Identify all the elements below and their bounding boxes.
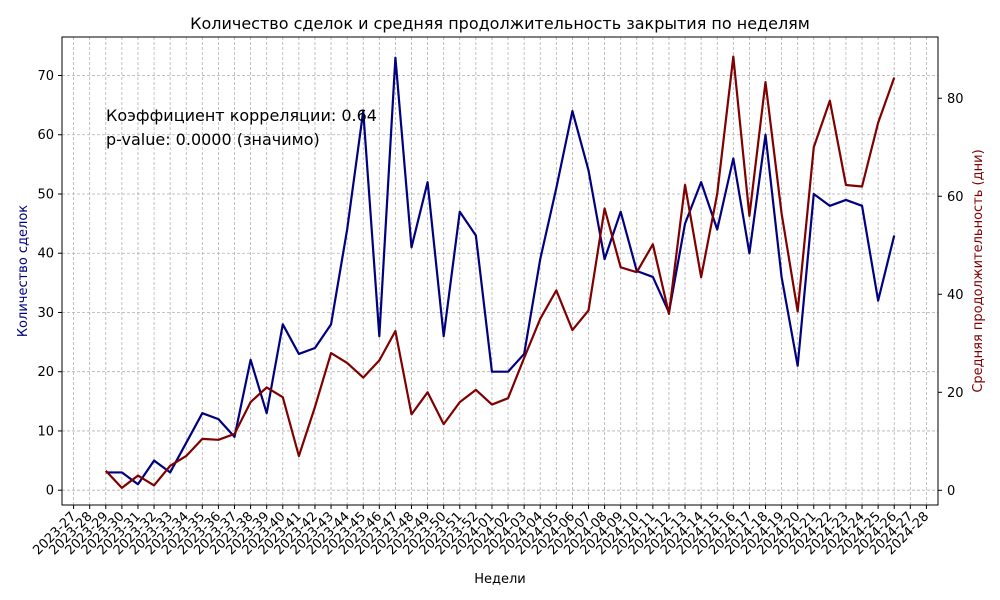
x-axis-label: Недели — [474, 572, 526, 587]
correlation-annotation: Коэффициент корреляции: 0.64 — [106, 106, 377, 125]
y-right-tick-label: 20 — [947, 386, 964, 401]
y-left-tick-label: 40 — [37, 247, 54, 262]
y-left-tick-label: 10 — [37, 424, 54, 439]
y-left-tick-label: 60 — [37, 128, 54, 143]
y-right-tick-label: 40 — [947, 288, 964, 303]
y-left-tick-label: 50 — [37, 187, 54, 202]
plot-series — [104, 55, 896, 489]
deals-count-line — [105, 56, 896, 486]
plot-frame — [61, 36, 939, 506]
y-left-tick-label: 0 — [46, 484, 54, 499]
y-left-tick-label: 20 — [37, 365, 54, 380]
p-value-annotation: p-value: 0.0000 (значимо) — [106, 130, 320, 149]
y-axis-left: 0 10 20 30 40 50 60 70 — [37, 69, 62, 499]
y-left-tick-label: 30 — [37, 306, 54, 321]
x-axis: 2023-272023-282023-292023-302023-312023-… — [30, 505, 932, 558]
y-left-tick-label: 70 — [37, 69, 54, 84]
grid — [62, 37, 938, 505]
y-axis-right: 0 20 40 60 80 — [938, 92, 964, 499]
chart-title: Количество сделок и средняя продолжитель… — [190, 14, 810, 33]
y-right-tick-label: 0 — [947, 484, 955, 499]
y-right-tick-label: 80 — [947, 92, 964, 107]
y-axis-left-label: Количество сделок — [16, 205, 31, 337]
y-axis-right-label: Средняя продолжительность (дни) — [971, 149, 986, 392]
avg-duration-line — [104, 55, 896, 489]
y-right-tick-label: 60 — [947, 190, 964, 205]
